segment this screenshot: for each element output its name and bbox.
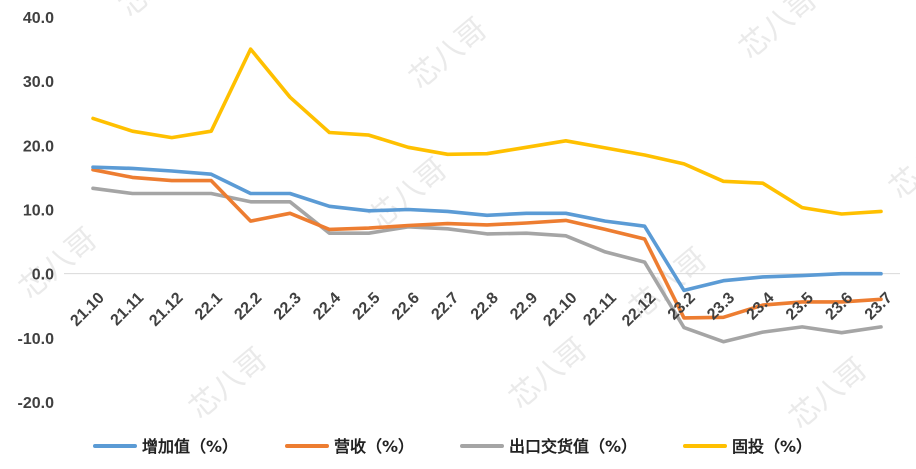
x-tick-label: 23.5: [783, 289, 817, 323]
x-axis: 21.10 21.11 21.12 22.1 22.2 22.3 22.4 22.5 22.6 2…: [67, 289, 895, 329]
series-line: [91, 165, 883, 293]
legend-label: 出口交货值（%）: [509, 437, 637, 456]
series-line: [91, 186, 883, 344]
watermark-text: 芯八哥: [783, 351, 874, 436]
y-tick-label: 30.0: [23, 74, 54, 91]
x-tick-label: 22.10: [540, 289, 580, 329]
x-tick-label: 22.6: [389, 289, 423, 323]
watermark-text: 芯八哥: [883, 121, 916, 206]
x-tick-label: 22.11: [580, 289, 620, 329]
x-tick-label: 22.1: [192, 289, 226, 323]
x-tick-label: 22.5: [350, 289, 384, 323]
x-tick-label: 22.4: [310, 289, 344, 323]
x-tick-label: 21.11: [108, 289, 148, 329]
watermark-text: 芯八哥: [733, 0, 824, 66]
x-tick-label: 22.8: [468, 289, 502, 323]
x-tick-label: 23.4: [744, 289, 778, 323]
watermark-text: 芯八哥: [183, 341, 274, 426]
y-tick-label: -20.0: [18, 395, 55, 412]
series-line: [91, 167, 883, 320]
legend-label: 营收（%）: [334, 437, 414, 456]
x-tick-label: 21.10: [67, 289, 107, 329]
y-tick-label: 0.0: [32, 267, 54, 284]
watermark-text: 芯八哥: [113, 0, 204, 24]
series-line: [91, 47, 883, 216]
y-tick-label: 40.0: [23, 10, 54, 27]
y-tick-label: 20.0: [23, 138, 54, 155]
x-tick-label: 21.12: [146, 289, 186, 329]
watermark-text: 芯八哥: [403, 11, 494, 96]
legend: 增加值（%） 营收（%） 出口交货值（%） 固投（%）: [93, 437, 812, 456]
y-tick-label: 10.0: [23, 203, 54, 220]
legend-label: 固投（%）: [732, 437, 812, 456]
watermark-layer: 芯八哥芯八哥芯八哥芯八哥芯八哥芯八哥芯八哥芯八哥芯八哥芯八哥: [13, 0, 916, 436]
x-tick-label: 22.9: [507, 289, 541, 323]
y-tick-label: -10.0: [18, 331, 55, 348]
x-tick-label: 22.2: [231, 289, 265, 323]
y-axis: 40.0 30.0 20.0 10.0 0.0 -10.0 -20.0: [18, 10, 55, 412]
x-tick-label: 23.6: [822, 289, 856, 323]
x-tick-label: 22.3: [271, 289, 305, 323]
watermark-text: 芯八哥: [503, 331, 594, 416]
x-tick-label: 22.7: [428, 289, 462, 323]
legend-label: 增加值（%）: [142, 437, 238, 456]
series-lines: [91, 47, 883, 344]
watermark-text: 芯八哥: [13, 221, 104, 306]
x-tick-label: 23.7: [862, 289, 896, 323]
